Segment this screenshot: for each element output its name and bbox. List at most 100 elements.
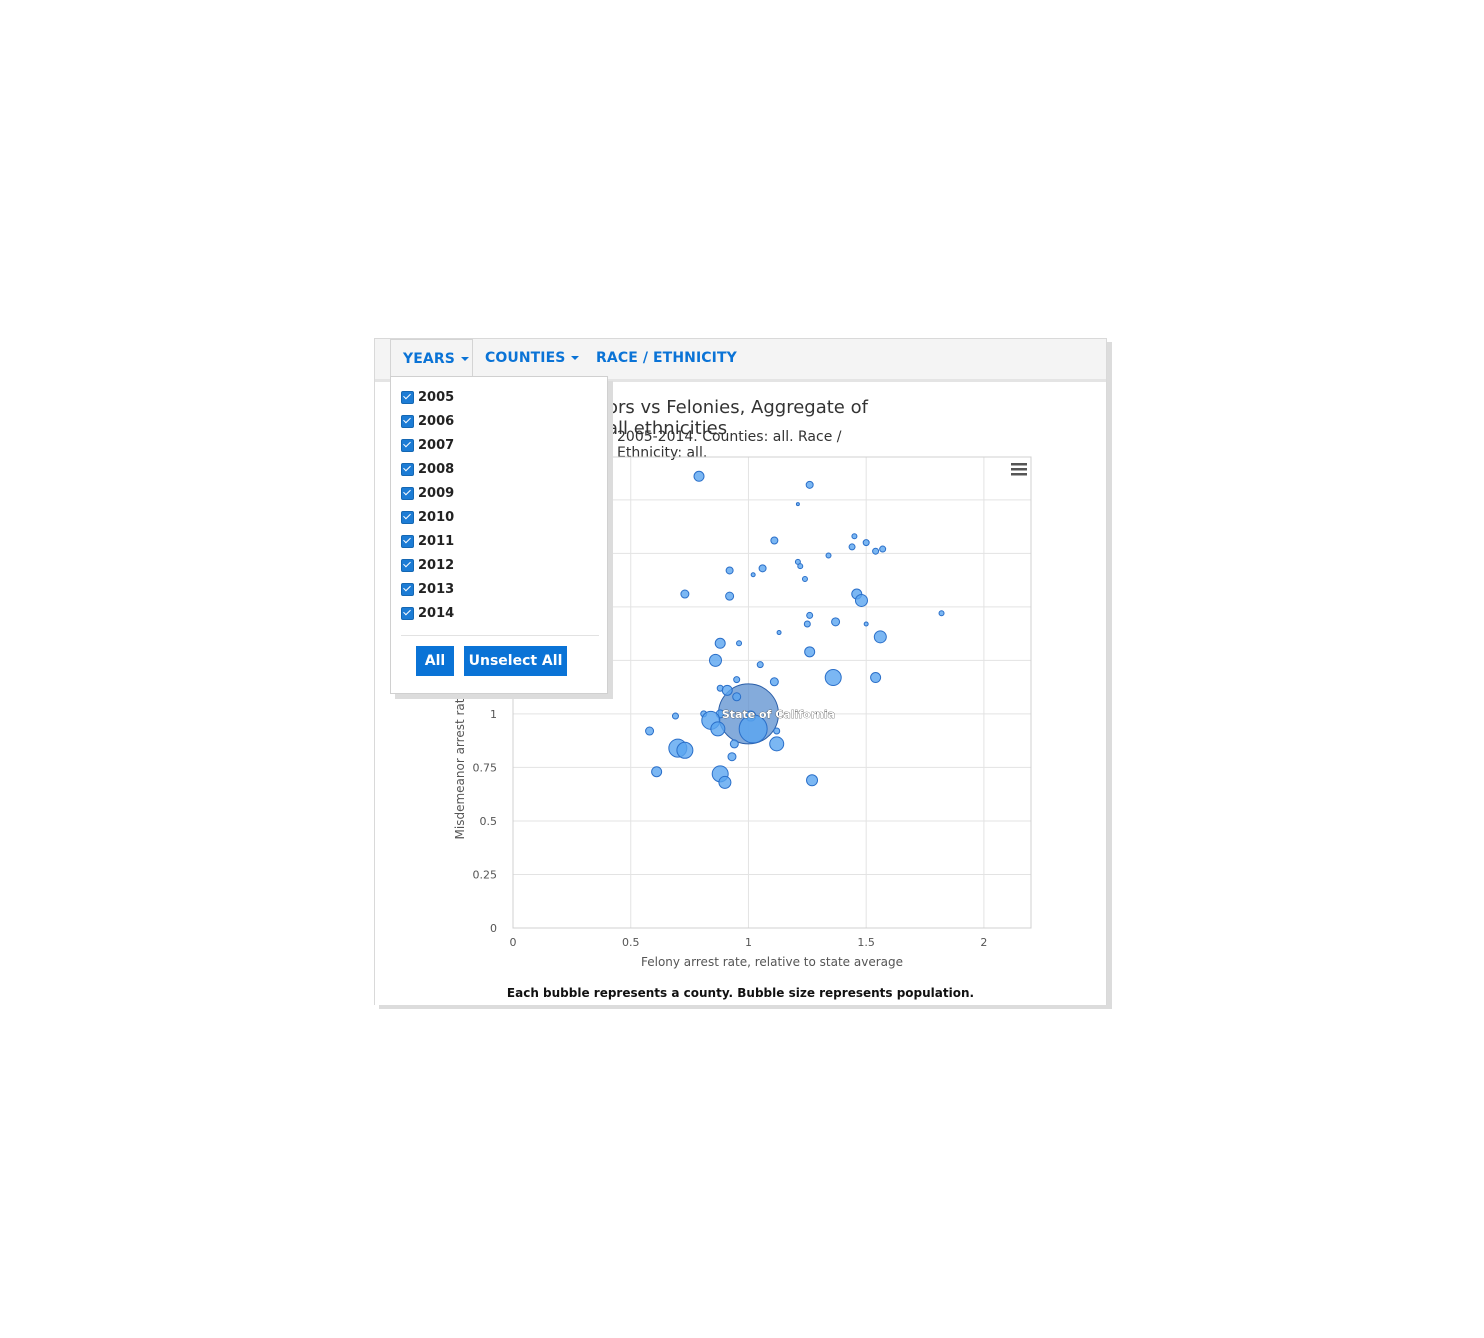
county-bubble (738, 714, 768, 744)
county-bubble (693, 470, 705, 482)
checkbox-checked-icon[interactable] (401, 414, 414, 428)
years-dropdown-menu: 2005 2006 2007 2008 2009 2010 2011 2012 … (390, 376, 608, 694)
county-bubble (645, 726, 655, 736)
y-tick-label: 0 (490, 922, 497, 935)
year-option-2010[interactable]: 2010 (401, 507, 454, 527)
checkbox-checked-icon[interactable] (401, 438, 414, 452)
county-bubble (732, 692, 742, 702)
county-bubble (671, 712, 679, 720)
checkbox-checked-icon[interactable] (401, 462, 414, 476)
checkbox-checked-icon[interactable] (401, 558, 414, 572)
chevron-down-icon (460, 357, 469, 361)
county-bubble (801, 576, 808, 583)
county-bubble (806, 774, 819, 787)
county-bubble (733, 676, 741, 684)
chart-footnote: Each bubble represents a county. Bubble … (506, 986, 975, 1000)
county-bubble (848, 543, 856, 551)
chart-title: ors vs Felonies, Aggregate of all ethnic… (607, 397, 868, 439)
year-option-2006[interactable]: 2006 (401, 411, 454, 431)
x-axis-ticks: 0 0.5 1 1.5 2 (510, 936, 988, 949)
checkbox-checked-icon[interactable] (401, 606, 414, 620)
checkbox-checked-icon[interactable] (401, 582, 414, 596)
county-bubble (769, 677, 779, 687)
county-bubble (651, 766, 663, 778)
county-bubble (831, 617, 841, 627)
county-bubble (769, 736, 785, 752)
county-bubble (710, 721, 726, 737)
year-option-2011[interactable]: 2011 (401, 531, 454, 551)
x-tick-label: 0.5 (622, 936, 640, 949)
unselect-all-button[interactable]: Unselect All (464, 646, 567, 676)
county-bubble (803, 620, 811, 628)
year-option-2014[interactable]: 2014 (401, 603, 454, 623)
checkbox-checked-icon[interactable] (401, 486, 414, 500)
chevron-down-icon (571, 356, 580, 360)
county-bubble (756, 661, 764, 669)
checkbox-checked-icon[interactable] (401, 534, 414, 548)
county-bubble (805, 480, 814, 489)
county-bubble (854, 593, 868, 607)
tab-counties-label: COUNTIES (485, 350, 566, 366)
tab-years-label: YEARS (403, 351, 455, 367)
county-bubble (825, 552, 832, 559)
y-tick-label: 0.5 (480, 815, 498, 828)
year-label: 2013 (418, 581, 455, 597)
y-axis-ticks: 0 0.25 0.5 0.75 1 (473, 708, 498, 935)
year-label: 2007 (418, 437, 455, 453)
county-bubble (863, 621, 869, 627)
year-label: 2005 (418, 389, 455, 405)
chart-menu-icon[interactable] (1011, 463, 1027, 476)
county-bubble (797, 563, 804, 570)
county-bubble (862, 539, 870, 547)
x-tick-label: 1 (745, 936, 752, 949)
county-bubble (851, 533, 858, 540)
x-tick-label: 1.5 (857, 936, 875, 949)
county-bubble (676, 741, 694, 759)
county-bubble (714, 637, 726, 649)
year-label: 2008 (418, 461, 455, 477)
x-tick-label: 0 (510, 936, 517, 949)
county-bubble (776, 630, 782, 636)
county-bubble (680, 589, 690, 599)
filter-navbar: YEARS COUNTIES RACE / ETHNICITY (375, 339, 1106, 398)
tab-counties[interactable]: COUNTIES (485, 339, 585, 379)
county-bubble (708, 653, 722, 667)
county-bubble (773, 727, 781, 735)
checkbox-checked-icon[interactable] (401, 510, 414, 524)
county-bubble (725, 591, 735, 601)
county-bubble (824, 669, 842, 687)
county-bubble (725, 566, 734, 575)
county-bubble (718, 775, 732, 789)
bubbles: State of California (645, 470, 945, 789)
y-tick-label: 1 (490, 708, 497, 721)
county-bubble (879, 545, 887, 553)
y-tick-label: 0.25 (473, 868, 498, 881)
year-option-2005[interactable]: 2005 (401, 387, 454, 407)
county-bubble (727, 752, 737, 762)
year-label: 2010 (418, 509, 455, 525)
year-label: 2009 (418, 485, 455, 501)
year-option-2013[interactable]: 2013 (401, 579, 454, 599)
tab-years[interactable]: YEARS (390, 339, 473, 376)
county-bubble (736, 640, 743, 647)
year-label: 2006 (418, 413, 455, 429)
county-bubble (873, 630, 887, 644)
year-option-2007[interactable]: 2007 (401, 435, 454, 455)
year-label: 2011 (418, 533, 455, 549)
county-bubble (938, 610, 945, 617)
county-bubble (721, 684, 733, 696)
county-bubble (872, 547, 880, 555)
year-label: 2014 (418, 605, 455, 621)
select-all-button[interactable]: All (416, 646, 454, 676)
x-axis-label: Felony arrest rate, relative to state av… (641, 955, 903, 969)
checkbox-checked-icon[interactable] (401, 390, 414, 404)
year-option-2009[interactable]: 2009 (401, 483, 454, 503)
county-bubble (795, 502, 800, 507)
county-bubble (804, 646, 816, 658)
bubble-chart: State of California 0 0.5 1 1.5 2 0 0.25 0.5 0.… (453, 456, 1032, 969)
year-option-2012[interactable]: 2012 (401, 555, 454, 575)
county-bubble (758, 564, 767, 573)
highlight-label: State of California (722, 708, 835, 721)
year-option-2008[interactable]: 2008 (401, 459, 454, 479)
county-bubble (806, 611, 814, 619)
